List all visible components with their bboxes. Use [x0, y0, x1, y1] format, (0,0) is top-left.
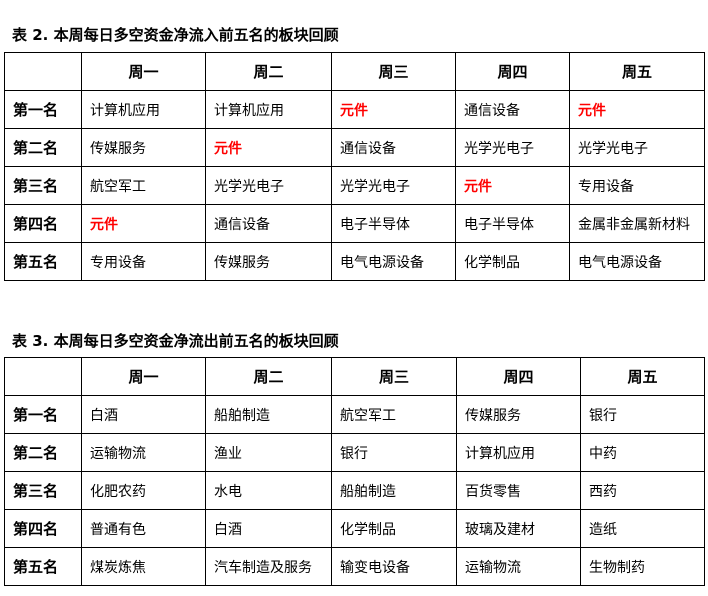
- sector-cell: 百货零售: [456, 471, 581, 510]
- table-row: 第一名 白酒 船舶制造 航空军工 传媒服务 银行: [4, 395, 705, 434]
- sector-cell: 运输物流: [456, 547, 581, 586]
- day-header: 周一: [81, 357, 206, 396]
- sector-cell: 专用设备: [81, 242, 206, 281]
- day-header: 周二: [205, 52, 332, 91]
- day-header: 周五: [569, 52, 705, 91]
- sector-cell: 船舶制造: [331, 471, 457, 510]
- rank-label: 第二名: [4, 128, 82, 167]
- sector-cell: 专用设备: [569, 166, 705, 205]
- sector-cell: 造纸: [580, 509, 705, 548]
- day-header: 周二: [205, 357, 332, 396]
- corner-header: [4, 52, 82, 91]
- sector-cell: 西药: [580, 471, 705, 510]
- sector-cell: 银行: [331, 433, 457, 472]
- sector-cell: 中药: [580, 433, 705, 472]
- sector-cell: 元件: [331, 90, 456, 129]
- sector-cell: 元件: [569, 90, 705, 129]
- sector-cell: 计算机应用: [456, 433, 581, 472]
- rank-label: 第四名: [4, 509, 82, 548]
- sector-cell: 电气电源设备: [569, 242, 705, 281]
- sector-cell: 电子半导体: [455, 204, 570, 243]
- table3-title: 表 3. 本周每日多空资金净流出前五名的板块回顾: [12, 332, 339, 350]
- sector-cell: 煤炭炼焦: [81, 547, 206, 586]
- sector-cell: 通信设备: [205, 204, 332, 243]
- sector-cell: 化学制品: [455, 242, 570, 281]
- sector-cell: 运输物流: [81, 433, 206, 472]
- sector-cell: 普通有色: [81, 509, 206, 548]
- day-header: 周三: [331, 52, 456, 91]
- rank-label: 第一名: [4, 395, 82, 434]
- table-row: 第二名 传媒服务 元件 通信设备 光学光电子 光学光电子: [4, 128, 705, 167]
- sector-cell: 元件: [81, 204, 206, 243]
- sector-cell: 输变电设备: [331, 547, 457, 586]
- table-row: 第三名 航空军工 光学光电子 光学光电子 元件 专用设备: [4, 166, 705, 205]
- rank-label: 第三名: [4, 166, 82, 205]
- sector-cell: 汽车制造及服务: [205, 547, 332, 586]
- table2-net-inflow: 周一 周二 周三 周四 周五 第一名 计算机应用 计算机应用 元件 通信设备 元件 第二名 传媒服务 元件…: [4, 52, 705, 281]
- sector-cell: 化肥农药: [81, 471, 206, 510]
- sector-cell: 白酒: [205, 509, 332, 548]
- day-header: 周五: [580, 357, 705, 396]
- table-row: 第四名 普通有色 白酒 化学制品 玻璃及建材 造纸: [4, 509, 705, 548]
- sector-cell: 水电: [205, 471, 332, 510]
- rank-label: 第一名: [4, 90, 82, 129]
- table2-title: 表 2. 本周每日多空资金净流入前五名的板块回顾: [12, 26, 339, 44]
- sector-cell: 传媒服务: [205, 242, 332, 281]
- sector-cell: 银行: [580, 395, 705, 434]
- table-row: 第三名 化肥农药 水电 船舶制造 百货零售 西药: [4, 471, 705, 510]
- sector-cell: 渔业: [205, 433, 332, 472]
- table-row: 第五名 专用设备 传媒服务 电气电源设备 化学制品 电气电源设备: [4, 242, 705, 281]
- table3-net-outflow: 周一 周二 周三 周四 周五 第一名 白酒 船舶制造 航空军工 传媒服务 银行 第二名 运输物流 渔业 银行…: [4, 357, 705, 586]
- sector-cell: 航空军工: [331, 395, 457, 434]
- day-header: 周三: [331, 357, 457, 396]
- sector-cell: 玻璃及建材: [456, 509, 581, 548]
- sector-cell: 计算机应用: [81, 90, 206, 129]
- sector-cell: 光学光电子: [569, 128, 705, 167]
- sector-cell: 元件: [205, 128, 332, 167]
- table-row: 第二名 运输物流 渔业 银行 计算机应用 中药: [4, 433, 705, 472]
- rank-label: 第二名: [4, 433, 82, 472]
- table-row: 第一名 计算机应用 计算机应用 元件 通信设备 元件: [4, 90, 705, 129]
- sector-cell: 船舶制造: [205, 395, 332, 434]
- table-row: 第四名 元件 通信设备 电子半导体 电子半导体 金属非金属新材料: [4, 204, 705, 243]
- sector-cell: 传媒服务: [456, 395, 581, 434]
- sector-cell: 通信设备: [455, 90, 570, 129]
- header-row: 周一 周二 周三 周四 周五: [4, 357, 705, 396]
- rank-label: 第五名: [4, 242, 82, 281]
- sector-cell: 传媒服务: [81, 128, 206, 167]
- rank-label: 第三名: [4, 471, 82, 510]
- sector-cell: 电子半导体: [331, 204, 456, 243]
- sector-cell: 电气电源设备: [331, 242, 456, 281]
- sector-cell: 光学光电子: [331, 166, 456, 205]
- sector-cell: 元件: [455, 166, 570, 205]
- table-row: 第五名 煤炭炼焦 汽车制造及服务 输变电设备 运输物流 生物制药: [4, 547, 705, 586]
- day-header: 周一: [81, 52, 206, 91]
- sector-cell: 金属非金属新材料: [569, 204, 705, 243]
- sector-cell: 光学光电子: [455, 128, 570, 167]
- sector-cell: 生物制药: [580, 547, 705, 586]
- rank-label: 第四名: [4, 204, 82, 243]
- sector-cell: 通信设备: [331, 128, 456, 167]
- header-row: 周一 周二 周三 周四 周五: [4, 52, 705, 91]
- corner-header: [4, 357, 82, 396]
- sector-cell: 计算机应用: [205, 90, 332, 129]
- day-header: 周四: [455, 52, 570, 91]
- rank-label: 第五名: [4, 547, 82, 586]
- day-header: 周四: [456, 357, 581, 396]
- sector-cell: 航空军工: [81, 166, 206, 205]
- sector-cell: 光学光电子: [205, 166, 332, 205]
- sector-cell: 白酒: [81, 395, 206, 434]
- sector-cell: 化学制品: [331, 509, 457, 548]
